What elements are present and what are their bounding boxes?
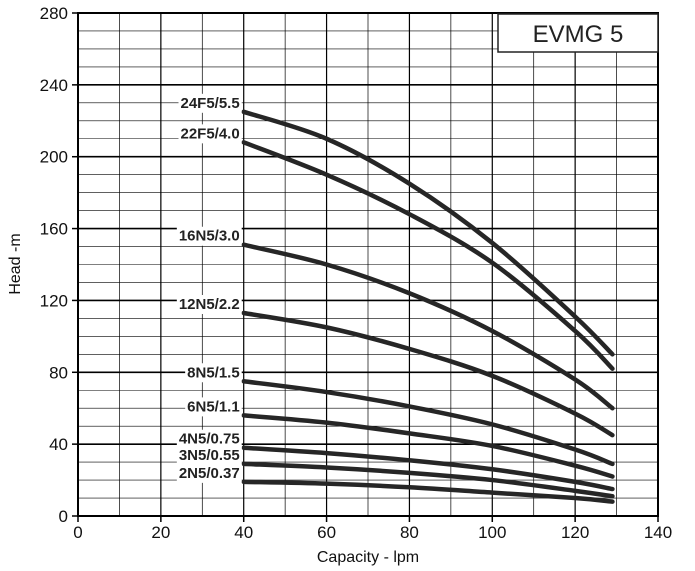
series-line xyxy=(241,445,615,492)
series-line xyxy=(241,310,615,438)
series-label: 2N5/0.37 xyxy=(179,465,240,482)
series-line xyxy=(241,109,615,357)
x-axis-title: Capacity - lpm xyxy=(317,549,419,566)
series-curves xyxy=(241,109,615,504)
series-line xyxy=(241,140,615,371)
series-label: 22F5/4.0 xyxy=(180,125,239,142)
y-tick-label: 240 xyxy=(40,76,68,95)
x-tick-label: 60 xyxy=(317,523,336,542)
axis-ticks: 0 20 40 60 80 100 120 140 0 40 80 120 160 200 240 280 xyxy=(40,4,673,542)
grid xyxy=(78,13,658,516)
series-label: 12N5/2.2 xyxy=(179,296,240,313)
title-badge: EVMG 5 xyxy=(497,13,659,53)
series-label-background xyxy=(178,124,242,144)
series-label-background xyxy=(185,363,242,383)
x-tick-label: 120 xyxy=(561,523,589,542)
series-label-background xyxy=(185,397,242,417)
series-labels: 24F5/5.5 22F5/4.0 16N5/3.0 12N5/2.2 8N5/1.5 6… xyxy=(176,93,242,483)
series-label-background xyxy=(176,429,242,449)
series-line xyxy=(241,461,615,499)
series-label: 6N5/1.1 xyxy=(187,398,240,415)
y-tick-label: 160 xyxy=(40,220,68,239)
y-tick-label: 80 xyxy=(49,363,68,382)
series-line xyxy=(241,379,615,467)
y-tick-label: 200 xyxy=(40,148,68,167)
x-tick-label: 0 xyxy=(73,523,82,542)
series-label: 16N5/3.0 xyxy=(179,228,240,245)
x-tick-label: 20 xyxy=(151,523,170,542)
y-axis-title: Head -m xyxy=(7,233,24,294)
series-line xyxy=(241,242,615,411)
series-label: 4N5/0.75 xyxy=(179,431,240,448)
series-label: 24F5/5.5 xyxy=(180,95,239,112)
series-label-background xyxy=(178,93,242,113)
x-tick-label: 100 xyxy=(478,523,506,542)
chart-title: EVMG 5 xyxy=(533,21,624,48)
x-tick-label: 140 xyxy=(644,523,672,542)
y-tick-label: 280 xyxy=(40,4,68,23)
plot-frame xyxy=(77,12,659,517)
series-line xyxy=(241,479,615,504)
x-tick-label: 40 xyxy=(234,523,253,542)
x-tick-label: 80 xyxy=(400,523,419,542)
series-label: 8N5/1.5 xyxy=(187,364,240,381)
series-label-background xyxy=(176,295,242,315)
series-line xyxy=(241,413,615,479)
y-tick-label: 40 xyxy=(49,435,68,454)
series-label-background xyxy=(176,463,242,483)
series-label-background xyxy=(176,445,242,465)
y-tick-label: 0 xyxy=(59,507,68,526)
y-tick-label: 120 xyxy=(40,291,68,310)
series-label-background xyxy=(176,226,242,246)
series-label: 3N5/0.55 xyxy=(179,447,240,464)
